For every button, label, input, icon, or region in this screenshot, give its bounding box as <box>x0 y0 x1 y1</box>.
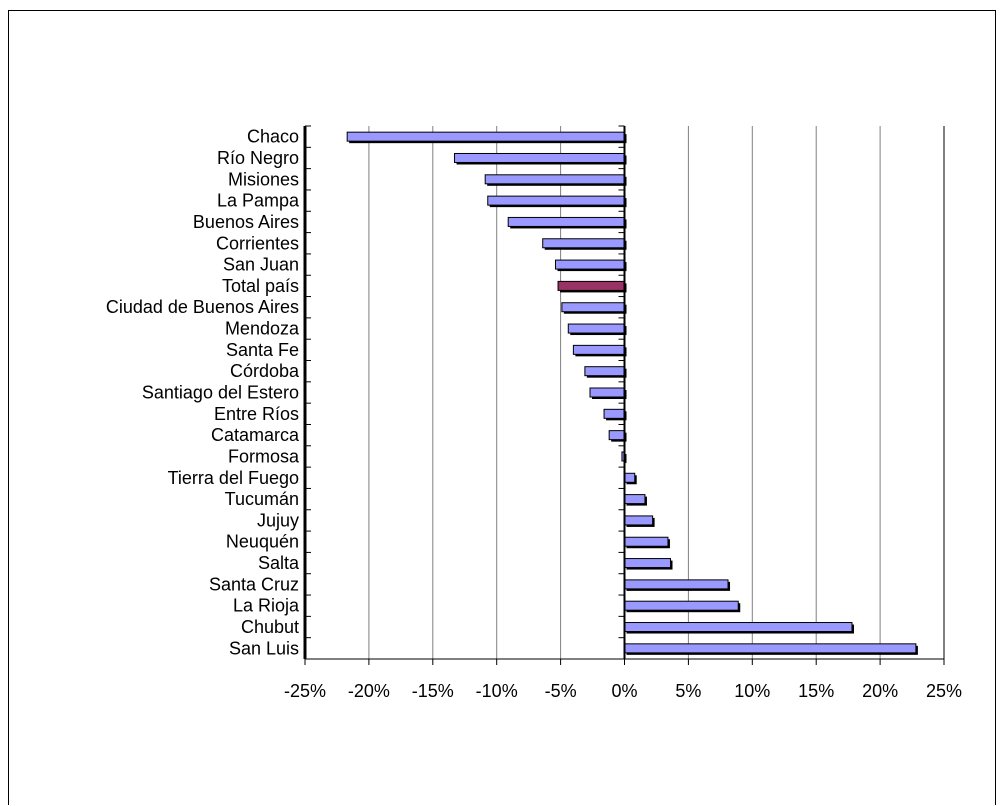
bar <box>484 174 625 185</box>
category-label: Chubut <box>241 617 299 637</box>
category-label: Entre Ríos <box>214 404 299 424</box>
bar <box>624 643 917 654</box>
category-label: Tucumán <box>225 489 299 509</box>
category-label: Santiago del Estero <box>142 383 299 403</box>
category-label: Chaco <box>247 127 299 147</box>
category-label: Salta <box>258 553 300 573</box>
bar <box>589 387 626 398</box>
bar <box>603 408 626 419</box>
x-tick-label: 15% <box>798 681 834 701</box>
gridlines <box>368 126 945 659</box>
bar <box>624 494 646 505</box>
bar <box>487 195 625 206</box>
bar <box>624 515 654 526</box>
category-label: Catamarca <box>211 425 300 445</box>
bar <box>567 323 626 334</box>
x-tick-label: -25% <box>284 681 326 701</box>
bar <box>561 302 625 313</box>
x-tick-label: 10% <box>734 681 770 701</box>
x-tick-label: 20% <box>862 681 898 701</box>
bar <box>624 558 672 569</box>
bar <box>507 216 625 227</box>
category-label: Santa Cruz <box>209 574 299 594</box>
category-label: Tierra del Fuego <box>168 468 299 488</box>
x-tick-label: 25% <box>926 681 962 701</box>
category-label: Santa Fe <box>226 340 299 360</box>
category-label: La Rioja <box>233 596 300 616</box>
bar <box>572 344 626 355</box>
category-label: Ciudad de Buenos Aires <box>106 297 299 317</box>
x-tick-labels: -25% -20% -15% -10% -5% 0% 5% 10% 15% 20% 25% <box>284 681 962 701</box>
bar <box>454 152 625 163</box>
x-tick-label: -20% <box>348 681 390 701</box>
x-tick-label: 5% <box>675 681 701 701</box>
bar <box>624 536 669 547</box>
x-tick-label: -10% <box>476 681 518 701</box>
x-tick-label: -15% <box>412 681 454 701</box>
bar <box>557 280 626 291</box>
category-label: La Pampa <box>217 191 300 211</box>
bar <box>542 238 626 249</box>
x-tick-label: -5% <box>545 681 577 701</box>
category-label: Formosa <box>228 446 300 466</box>
bars <box>346 131 918 655</box>
category-label: Misiones <box>228 169 299 189</box>
bar <box>624 472 636 483</box>
bar <box>554 259 625 270</box>
category-label: San Luis <box>229 638 299 658</box>
category-label: Córdoba <box>230 361 300 381</box>
bar <box>624 622 853 633</box>
category-label: Buenos Aires <box>193 212 299 232</box>
bar <box>584 366 626 377</box>
bar <box>624 600 739 611</box>
bar <box>346 131 625 142</box>
category-label: Mendoza <box>225 319 300 339</box>
category-label: Neuquén <box>226 532 299 552</box>
category-label: Río Negro <box>217 148 299 168</box>
chart-frame: Chaco Río Negro Misiones La Pampa Buenos Air… <box>8 10 996 805</box>
category-label: Corrientes <box>216 233 299 253</box>
axes <box>303 125 945 665</box>
x-tick-label: 0% <box>611 681 637 701</box>
category-label: Jujuy <box>257 510 299 530</box>
bar <box>624 579 729 590</box>
category-label: Total país <box>222 276 299 296</box>
bar <box>608 430 626 441</box>
category-label: San Juan <box>223 255 299 275</box>
